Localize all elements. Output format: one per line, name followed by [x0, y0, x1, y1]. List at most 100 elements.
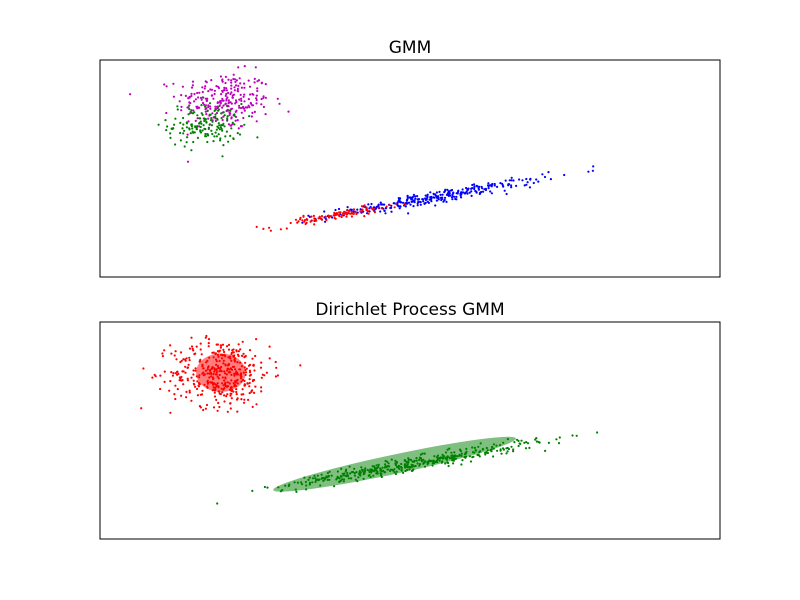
scatter-point	[436, 454, 439, 457]
scatter-point	[227, 123, 230, 126]
scatter-point	[218, 373, 221, 377]
scatter-point	[170, 371, 173, 374]
scatter-point	[222, 362, 225, 365]
scatter-point	[218, 124, 221, 127]
scatter-point	[195, 345, 198, 348]
scatter-point	[484, 451, 487, 455]
scatter-point	[307, 478, 310, 481]
scatter-point	[308, 476, 311, 479]
scatter-point	[164, 119, 167, 122]
scatter-point	[205, 121, 208, 124]
scatter-point	[199, 125, 202, 129]
scatter-point	[208, 102, 212, 105]
scatter-point	[253, 81, 256, 84]
scatter-point	[529, 177, 532, 180]
scatter-point	[208, 123, 211, 126]
scatter-point	[525, 183, 528, 186]
scatter-point	[455, 195, 458, 198]
scatter-point	[342, 212, 345, 215]
scatter-point	[251, 357, 254, 360]
scatter-point	[196, 117, 199, 120]
scatter-point	[233, 114, 236, 117]
scatter-point	[446, 448, 449, 451]
scatter-point	[195, 375, 198, 378]
scatter-point	[408, 196, 411, 199]
scatter-point	[379, 467, 382, 470]
scatter-point	[230, 373, 233, 376]
scatter-point	[226, 381, 229, 384]
scatter-point	[409, 458, 413, 461]
scatter-point	[192, 349, 195, 352]
scatter-point	[169, 136, 172, 139]
scatter-point	[284, 484, 287, 487]
scatter-point	[287, 110, 290, 113]
scatter-point	[251, 104, 254, 107]
scatter-point	[231, 121, 234, 124]
scatter-point	[365, 206, 368, 209]
scatter-point	[423, 452, 426, 455]
scatter-point	[217, 85, 220, 88]
scatter-point	[366, 468, 369, 472]
scatter-point	[172, 127, 175, 130]
scatter-point	[468, 191, 471, 194]
scatter-point	[244, 361, 247, 364]
scatter-point	[217, 401, 220, 405]
scatter-point	[187, 113, 190, 116]
scatter-point	[193, 353, 196, 356]
scatter-point	[402, 471, 405, 474]
scatter-point	[213, 391, 216, 394]
scatter-point	[203, 87, 206, 90]
scatter-point	[226, 96, 229, 99]
scatter-point	[214, 388, 217, 391]
scatter-point	[425, 197, 428, 200]
scatter-point	[219, 126, 222, 129]
scatter-point	[214, 119, 217, 123]
scatter-point	[224, 372, 227, 375]
scatter-point	[405, 465, 408, 468]
scatter-point	[255, 102, 258, 105]
scatter-point	[410, 465, 414, 468]
scatter-point	[473, 446, 476, 449]
scatter-point	[353, 474, 357, 477]
scatter-point	[440, 198, 443, 202]
scatter-point	[192, 369, 195, 372]
scatter-point	[188, 104, 191, 107]
scatter-point	[460, 193, 463, 196]
scatter-point	[190, 345, 194, 348]
scatter-point	[339, 213, 342, 216]
scatter-point	[224, 376, 227, 379]
scatter-point	[248, 381, 251, 385]
scatter-point	[256, 136, 259, 139]
scatter-point	[492, 447, 495, 450]
scatter-point	[352, 208, 356, 211]
scatter-point	[243, 65, 246, 68]
scatter-point	[233, 123, 236, 126]
scatter-point	[212, 376, 215, 379]
scatter-point	[384, 212, 387, 215]
scatter-point	[528, 186, 532, 189]
scatter-point	[191, 80, 195, 83]
scatter-point	[173, 123, 176, 126]
scatter-point	[305, 218, 308, 221]
scatter-point	[234, 368, 237, 371]
scatter-point	[248, 385, 251, 388]
scatter-point	[248, 115, 251, 118]
scatter-point	[248, 363, 252, 366]
scatter-point	[412, 199, 415, 202]
scatter-point	[230, 79, 233, 82]
scatter-point	[194, 98, 197, 101]
scatter-point	[390, 210, 393, 213]
scatter-point	[412, 193, 415, 196]
scatter-point	[294, 218, 298, 221]
scatter-point	[247, 104, 250, 107]
scatter-point	[489, 190, 492, 193]
scatter-point	[500, 452, 503, 455]
scatter-point	[209, 381, 212, 384]
scatter-point	[372, 208, 375, 211]
scatter-point	[243, 93, 246, 96]
scatter-point	[409, 203, 412, 206]
scatter-point	[441, 457, 444, 460]
scatter-point	[285, 227, 288, 230]
scatter-point	[215, 398, 218, 401]
scatter-point	[186, 133, 189, 136]
